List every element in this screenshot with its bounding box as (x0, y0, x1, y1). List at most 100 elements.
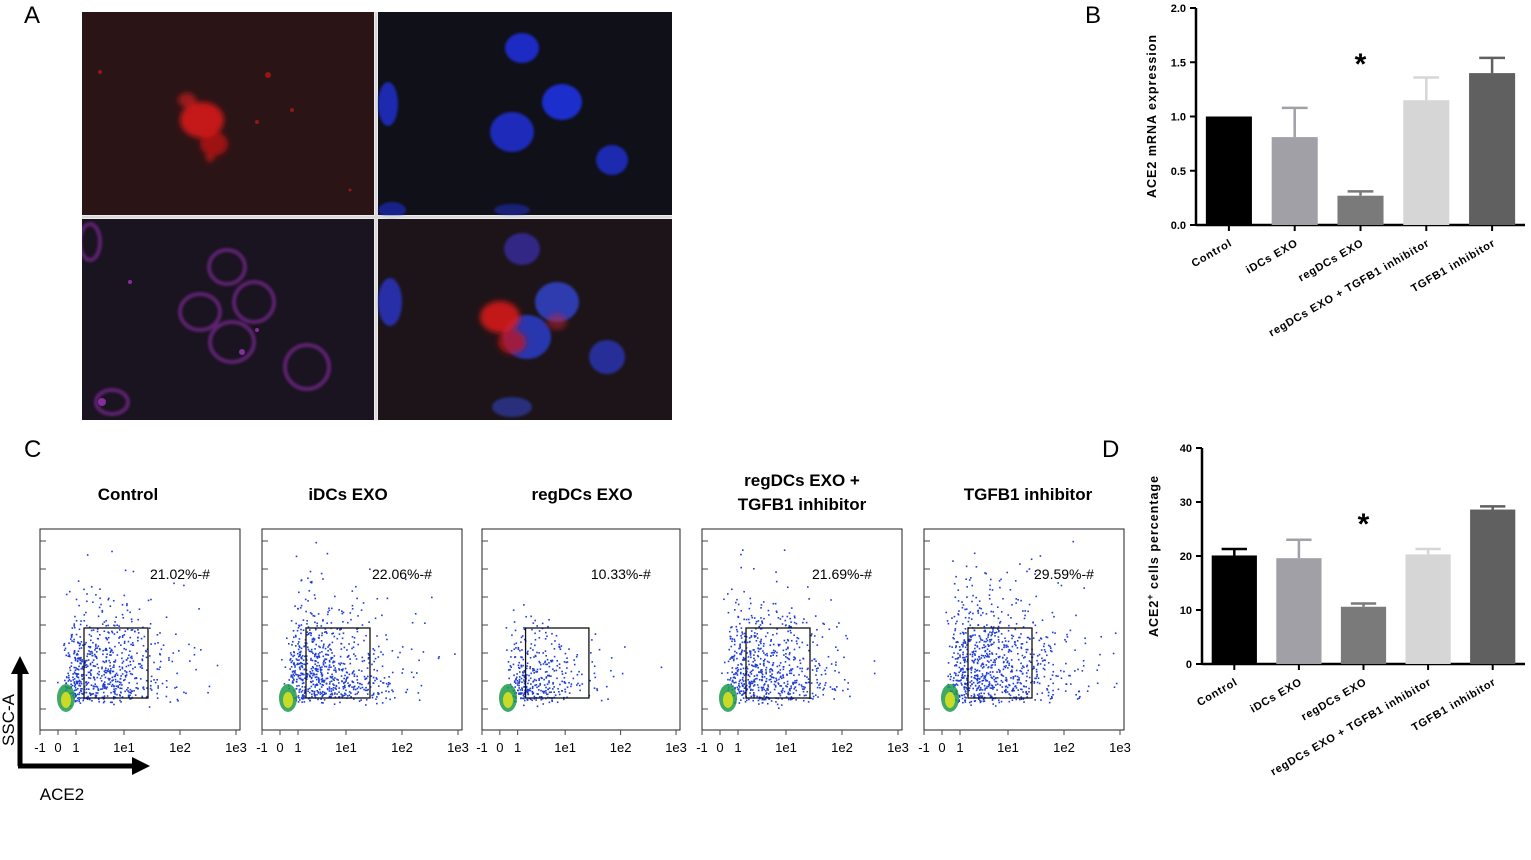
flow-dot (73, 649, 76, 652)
flow-dot (295, 555, 298, 558)
flow-dot (1003, 644, 1005, 646)
flow-dot (986, 648, 989, 651)
density-center (283, 692, 293, 708)
flow-dot (88, 626, 91, 629)
flow-dot (737, 688, 739, 691)
flow-dot (127, 690, 129, 692)
flow-dot (737, 616, 740, 619)
flow-dot (802, 657, 805, 660)
flow-dot (320, 701, 323, 704)
flow-dot (317, 670, 319, 673)
flow-dot (342, 668, 344, 670)
flow-dot (999, 586, 1001, 589)
flow-dot (802, 699, 805, 702)
flow-dot (117, 685, 119, 687)
flow-dot (743, 687, 746, 690)
flow-dot (322, 662, 325, 664)
flow-dot (113, 703, 115, 706)
flow-dot (748, 698, 750, 701)
flow-dot (731, 640, 733, 643)
flow-dot (149, 627, 151, 629)
flow-dot (974, 684, 977, 687)
flow-dot (563, 661, 566, 663)
flow-dot (125, 671, 128, 674)
flow-dots (57, 550, 219, 708)
flow-dot (560, 645, 563, 647)
flow-dot (301, 698, 304, 700)
flow-dot (525, 667, 528, 670)
flow-dot (101, 688, 104, 690)
flow-dot (822, 622, 824, 625)
flow-dot (822, 688, 824, 691)
flow-dot (348, 694, 351, 697)
flow-dot (311, 641, 314, 643)
flow-dot (806, 676, 808, 678)
flow-dot (578, 684, 581, 687)
flow-dot (310, 581, 313, 584)
flow-dot (303, 692, 306, 695)
flow-dot (763, 617, 765, 620)
flow-dot (371, 694, 373, 697)
flow-dot (980, 700, 982, 703)
flow-dot (980, 675, 983, 678)
flow-dot (1025, 680, 1028, 682)
flow-dot (776, 611, 778, 614)
flow-dot (554, 640, 556, 642)
flow-dot (97, 645, 100, 648)
flow-dot (591, 661, 594, 663)
flow-dot (750, 635, 753, 637)
flow-dot (98, 673, 100, 676)
flow-dot (770, 675, 772, 677)
flow-dot (113, 688, 115, 691)
flow-dot (750, 695, 753, 698)
flow-dot (69, 638, 72, 640)
flow-dot (1010, 617, 1012, 619)
bar-chart-ace2-mrna: ACE2 mRNA expression 0.00.51.01.52.0 Con… (1145, 3, 1525, 339)
flow-dot (73, 671, 76, 674)
flow-dot (827, 655, 830, 658)
flow-dot (760, 669, 763, 671)
flow-dot (412, 676, 415, 679)
flow-dot (380, 651, 382, 653)
flow-dot (365, 698, 368, 701)
flow-dot (727, 611, 730, 614)
flow-dot (589, 679, 591, 682)
flow-dot (316, 625, 318, 627)
gate-percentage-label: 21.69%-# (812, 566, 872, 582)
flow-dot (733, 655, 735, 658)
flow-dot (796, 665, 799, 668)
flow-dot (546, 663, 549, 666)
flow-dot (529, 656, 532, 659)
flow-dot (319, 651, 321, 654)
flow-dot (103, 630, 106, 633)
flow-dot (360, 699, 362, 701)
flow-dot (816, 681, 819, 684)
flow-dot (522, 672, 524, 674)
flow-dot (770, 700, 773, 702)
flow-dot (736, 657, 738, 660)
flow-dot (969, 635, 972, 637)
flow-dot (1074, 670, 1076, 672)
flow-dot (340, 693, 342, 695)
x-tick-label: 1e2 (391, 740, 413, 755)
flow-dot (1000, 611, 1003, 613)
flow-dot (297, 648, 300, 651)
flow-dot (71, 627, 74, 629)
flow-dot (1014, 675, 1017, 677)
flow-dot (1007, 640, 1010, 643)
flow-dot (979, 689, 981, 691)
flow-dot (753, 634, 756, 637)
flow-dot (506, 649, 508, 651)
flow-dot (329, 693, 332, 696)
flow-dot (156, 697, 159, 699)
flow-dot (558, 643, 561, 646)
flow-dot (1077, 668, 1079, 671)
flow-dot (806, 690, 809, 693)
flow-dot (118, 637, 120, 639)
flow-dot (320, 678, 323, 681)
flow-dot (971, 667, 973, 669)
flow-dot (88, 633, 91, 636)
flow-dot (980, 688, 982, 691)
flow-dot (518, 681, 521, 683)
flow-dot (986, 687, 988, 689)
